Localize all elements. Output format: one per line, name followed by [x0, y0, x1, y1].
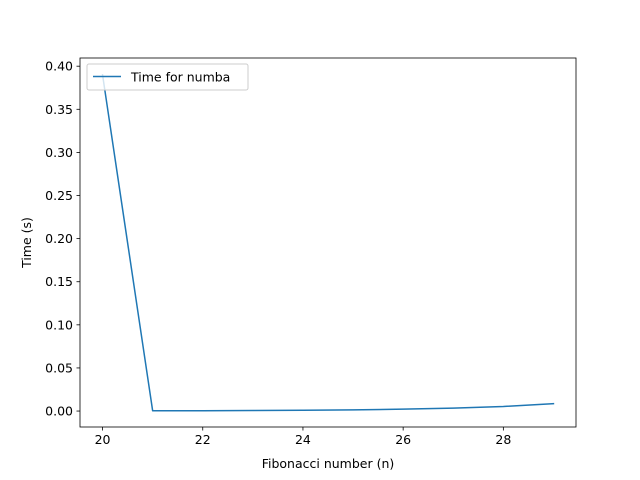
y-tick-label: 0.05	[45, 360, 73, 375]
series-line-time-for-numba	[101, 73, 555, 412]
y-tick-label: 0.40	[45, 59, 73, 74]
y-tick-label: 0.20	[45, 231, 73, 246]
series-layer	[101, 73, 555, 412]
legend-box	[86, 63, 249, 91]
legend: Time for numba	[86, 63, 249, 91]
y-axis-title: Time (s)	[19, 217, 34, 269]
y-tick-label: 0.00	[45, 404, 73, 419]
x-tick-label: 28	[495, 432, 511, 447]
y-axis: 0.00 0.05 0.10 0.15 0.20 0.25 0.30 0.35 0.40	[45, 59, 80, 419]
y-tick-label: 0.30	[45, 145, 73, 160]
y-tick-label: 0.15	[45, 274, 73, 289]
x-tick-label: 26	[395, 432, 411, 447]
y-tick-label: 0.10	[45, 317, 73, 332]
x-axis: 20 22 24 26 28	[95, 427, 511, 447]
x-tick-label: 20	[95, 432, 111, 447]
y-tick-label: 0.25	[45, 188, 73, 203]
legend-label-time-for-numba: Time for numba	[130, 70, 230, 85]
y-tick-label: 0.35	[45, 102, 73, 117]
plot-area-frame	[79, 57, 577, 428]
x-tick-label: 24	[295, 432, 311, 447]
x-tick-label: 22	[195, 432, 211, 447]
x-axis-title: Fibonacci number (n)	[262, 456, 395, 471]
